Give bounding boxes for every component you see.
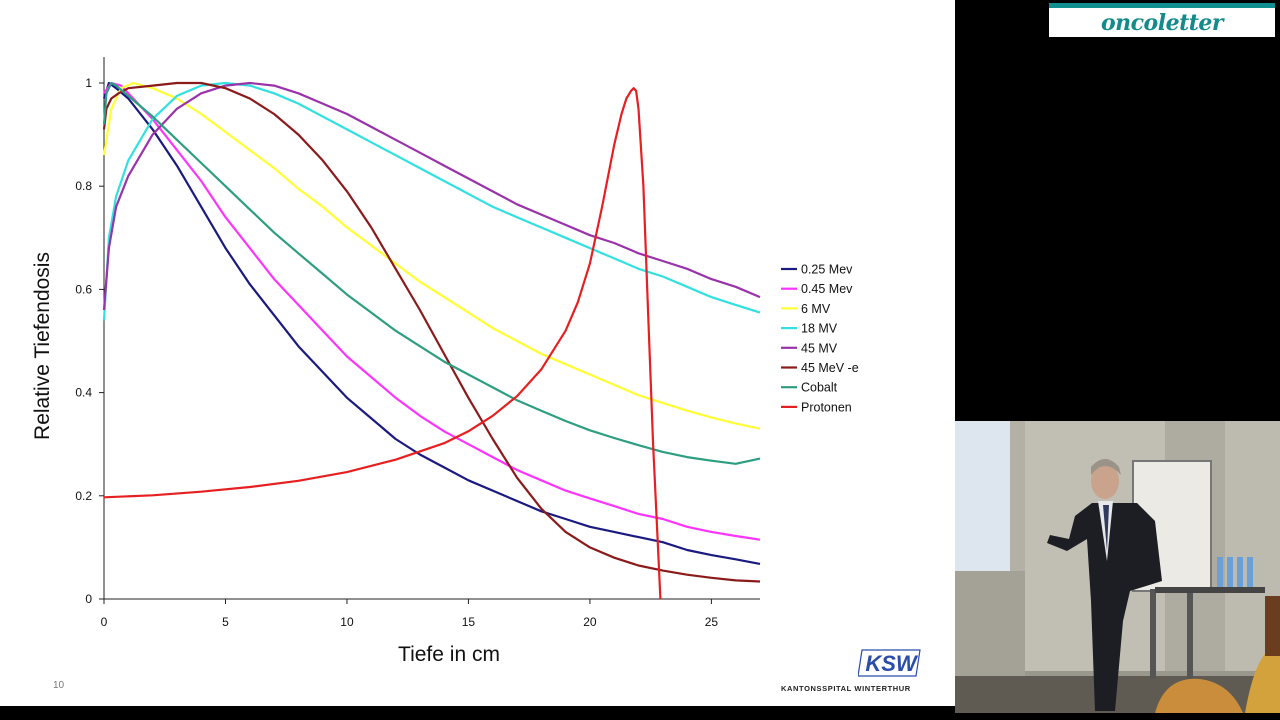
series-line-18-mv xyxy=(102,81,761,321)
ksw-logo: KSW xyxy=(858,649,921,677)
y-tick-label: 0.6 xyxy=(75,282,92,296)
series-line-45-mev-e xyxy=(102,81,761,583)
x-tick-label: 15 xyxy=(462,615,476,629)
x-tick-label: 0 xyxy=(101,615,108,629)
oncoletter-logo: oncoletter xyxy=(1100,9,1224,36)
legend-label: 6 MV xyxy=(801,302,831,316)
legend-label: Protonen xyxy=(801,400,852,414)
x-axis-label: Tiefe in cm xyxy=(398,643,500,666)
oncoletter-banner: oncoletter xyxy=(1049,3,1275,37)
y-axis-label: Relative Tiefendosis xyxy=(31,252,54,440)
speaker-video-inset xyxy=(955,421,1280,713)
ksw-logo-text: KSW xyxy=(865,651,919,676)
series-line-6-mv xyxy=(102,81,761,430)
y-tick-label: 0.2 xyxy=(75,489,92,503)
y-tick-label: 1 xyxy=(85,76,92,90)
series-line-0-45-mev xyxy=(103,81,761,541)
speaker xyxy=(1047,503,1162,711)
y-tick-label: 0 xyxy=(85,592,92,606)
legend-label: 0.45 Mev xyxy=(801,282,853,296)
speaker-video-image xyxy=(955,421,1280,713)
series-line-cobalt xyxy=(102,81,761,465)
legend-label: 45 MeV -e xyxy=(801,361,859,375)
y-tick-label: 0.4 xyxy=(75,386,92,400)
projection-screen xyxy=(955,421,1010,571)
presentation-slide: 0 0.2 0.4 0.6 0.8 1 0 5 10 15 20 25 Tiefe in cm Relat… xyxy=(0,0,955,706)
y-tick-label: 0.8 xyxy=(75,179,92,193)
series-line-0-25-mev xyxy=(102,81,761,565)
x-tick-label: 25 xyxy=(705,615,719,629)
legend-label: Cobalt xyxy=(801,381,838,395)
x-tick-label: 20 xyxy=(583,615,597,629)
x-tick-label: 10 xyxy=(340,615,354,629)
hospital-name: KANTONSSPITAL WINTERTHUR xyxy=(781,684,911,693)
slide-number: 10 xyxy=(53,680,65,691)
legend-label: 0.25 Mev xyxy=(801,263,853,277)
legend-label: 18 MV xyxy=(801,322,838,336)
x-tick-label: 5 xyxy=(222,615,229,629)
series-line-protonen xyxy=(103,87,662,600)
legend-label: 45 MV xyxy=(801,341,838,355)
audience-chair xyxy=(1155,678,1243,713)
series-line-45-mv xyxy=(102,81,761,311)
